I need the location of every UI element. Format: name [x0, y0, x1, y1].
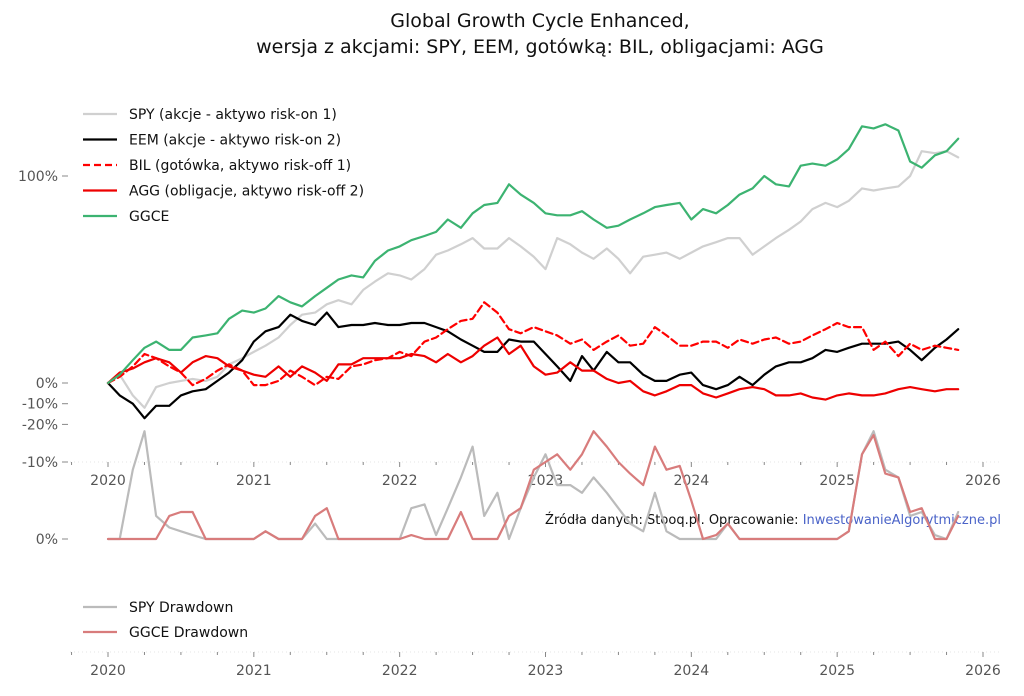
- legend-label: BIL (gotówka, aktywo risk-off 1): [129, 158, 351, 174]
- legend-label: SPY Drawdown: [129, 600, 233, 616]
- x-tick-label: 2020: [90, 663, 126, 679]
- x-tick-label: 2026: [965, 473, 1001, 489]
- legend-label: GGCE: [129, 209, 169, 225]
- x-tick-label: 2020: [90, 473, 126, 489]
- y-tick-label: 0%: [36, 376, 58, 392]
- series-line-ggce: [106, 430, 960, 541]
- series-line-spy: [106, 150, 960, 409]
- y-tick-label: -10%: [22, 455, 58, 471]
- data-source-link[interactable]: InwestowanieAlgorytmiczne.pl: [803, 513, 1001, 528]
- x-tick-label: 2021: [236, 473, 272, 489]
- y-tick-label: 0%: [36, 532, 58, 548]
- x-tick-label: 2025: [819, 473, 855, 489]
- bottom-plot-area: [106, 430, 960, 541]
- bottom-axis: 0% -10% 2020 2021 2022 2023 2024 2025 2026: [22, 455, 1001, 679]
- x-tick-label: 2022: [382, 663, 418, 679]
- x-tick-label: 2025: [819, 663, 855, 679]
- x-tick-label: 2021: [236, 663, 272, 679]
- legend-label: AGG (obligacje, aktywo risk-off 2): [129, 184, 364, 200]
- y-tick-label: -10%: [22, 397, 58, 413]
- x-tick-label: 2024: [674, 663, 710, 679]
- data-source: Źródła danych: Stooq.pl. Opracowanie: In…: [545, 512, 1001, 528]
- series-line-ggce: [106, 123, 960, 385]
- series-line-eem: [106, 311, 960, 420]
- top-plot-area: [106, 123, 960, 420]
- x-tick-label: 2026: [965, 663, 1001, 679]
- series-line-bil: [106, 301, 960, 387]
- x-tick-label: 2023: [528, 663, 564, 679]
- legend-label: GGCE Drawdown: [129, 625, 248, 641]
- top-axis: 100%0%-10%-20%2020 2021 2022 2023 2024 2025 20…: [18, 169, 1001, 489]
- legend-label: SPY (akcje - aktywo risk-on 1): [129, 107, 337, 123]
- y-tick-label: 100%: [18, 169, 58, 185]
- series-line-agg: [106, 336, 960, 401]
- data-source-text: Źródła danych: Stooq.pl. Opracowanie:: [545, 512, 803, 528]
- x-tick-label: 2022: [382, 473, 418, 489]
- x-tick-label: 2024: [674, 473, 710, 489]
- y-tick-label: -20%: [22, 417, 58, 433]
- legend-label: EEM (akcje - aktywo risk-on 2): [129, 133, 341, 149]
- bottom-legend: SPY Drawdown GGCE Drawdown: [83, 600, 248, 641]
- chart-title-line2: wersja z akcjami: SPY, EEM, gotówką: BIL…: [256, 36, 824, 58]
- chart-title-line1: Global Growth Cycle Enhanced,: [390, 10, 689, 32]
- top-legend: SPY (akcje - aktywo risk-on 1) EEM (akcje…: [83, 107, 364, 225]
